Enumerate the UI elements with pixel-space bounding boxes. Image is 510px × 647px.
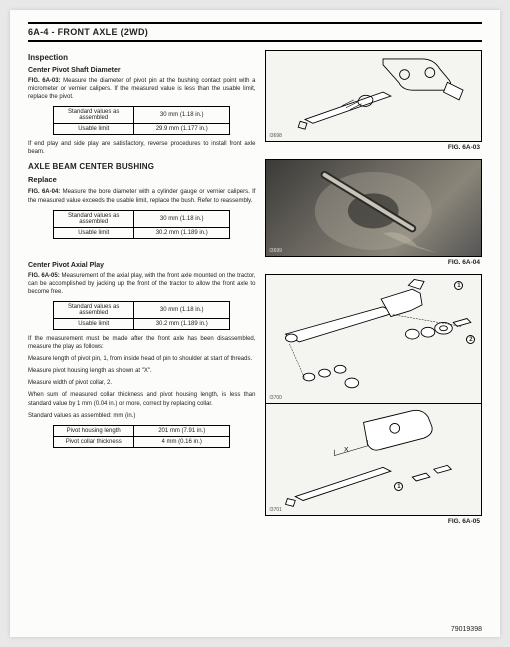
heading-replace: Replace [28,175,255,184]
heading-axial-play: Center Pivot Axial Play [28,262,255,269]
paragraph-measure2: Measure pivot housing length as shown at… [28,367,255,375]
heading-center-pivot-shaft: Center Pivot Shaft Diameter [28,67,255,74]
figure-6a04-svg [266,160,481,256]
table-cell: 30 mm (1.18 in.) [134,210,230,227]
paragraph-stdvals: Standard values as assembled: mm (in.) [28,412,255,420]
paragraph-endplay: If end play and side play are satisfacto… [28,140,255,156]
table-cell: 30 mm (1.18 in.) [134,301,230,318]
table-cell: Usable limit [54,227,134,238]
paragraph-6a04: FIG. 6A-04: Measure the bore diameter wi… [28,188,255,204]
paragraph-6a03: FIG. 6A-03: Measure the diameter of pivo… [28,77,255,101]
paragraph-measure3: Measure width of pivot collar, 2. [28,379,255,387]
heading-axle-beam: AXLE BEAM CENTER BUSHING [28,162,255,171]
table-row: Standard values as assembled 30 mm (1.18… [54,107,230,124]
text-6a04: Measure the bore diameter with a cylinde… [28,189,255,203]
figure-id: I3698 [269,133,282,139]
table-cell: Standard values as assembled [54,210,134,227]
text-6a05: Measurement of the axial play, with the … [28,273,255,295]
text-6a03: Measure the diameter of pivot pin at the… [28,78,255,100]
figure-6a03-svg [266,51,481,141]
fig-ref-6a03: FIG. 6A-03: [28,78,61,84]
fig-ref-6a05: FIG. 6A-05: [28,273,60,279]
page-header-title: 6A-4 - FRONT AXLE (2WD) [28,27,482,37]
figure-6a03: I3698 [265,50,482,142]
paragraph-measure1: Measure length of pivot pin, 1, from ins… [28,355,255,363]
table-cell: Standard values as assembled [54,107,134,124]
right-column: I3698 FIG. 6A-03 I3699 FIG. 6A-04 [265,50,482,533]
figure-6a04: I3699 [265,159,482,257]
page-number: 79019398 [451,626,482,633]
table-4: Pivot housing length 201 mm (7.91 in.) P… [53,425,230,448]
figure-id: I3700 [269,395,282,401]
two-column-layout: Inspection Center Pivot Shaft Diameter F… [28,50,482,533]
paragraph-6a05: FIG. 6A-05: Measurement of the axial pla… [28,272,255,296]
heading-inspection: Inspection [28,53,255,62]
page-header: 6A-4 - FRONT AXLE (2WD) [28,22,482,42]
table-row: Usable limit 30.2 mm (1.189 in.) [54,318,230,329]
table-2: Standard values as assembled 30 mm (1.18… [53,210,230,239]
table-cell: 30.2 mm (1.189 in.) [134,227,230,238]
table-1: Standard values as assembled 30 mm (1.18… [53,106,230,135]
figure-id: I3699 [269,248,282,254]
figure-6a05-lower-svg: X [266,404,481,515]
paragraph-ifmeasure: If the measurement must be made after th… [28,335,255,351]
table-row: Pivot collar thickness 4 mm (0.16 in.) [54,436,230,447]
figure-6a05-lower: X 1 I3701 [265,404,482,516]
paragraph-sum: When sum of measured collar thickness an… [28,391,255,407]
table-cell: 29.9 mm (1.177 in.) [134,124,230,135]
table-3: Standard values as assembled 30 mm (1.18… [53,301,230,330]
table-row: Usable limit 30.2 mm (1.189 in.) [54,227,230,238]
table-cell: Standard values as assembled [54,301,134,318]
figure-caption-6a03: FIG. 6A-03 [265,144,480,151]
table-cell: 30 mm (1.18 in.) [134,107,230,124]
fig-ref-6a04: FIG. 6A-04: [28,189,60,195]
table-cell: Usable limit [54,124,134,135]
table-cell: Usable limit [54,318,134,329]
service-manual-page: 6A-4 - FRONT AXLE (2WD) Inspection Cente… [10,10,500,637]
table-cell: Pivot housing length [54,425,134,436]
table-cell: 201 mm (7.91 in.) [134,425,230,436]
figure-id: I3701 [269,507,282,513]
figure-caption-6a05: FIG. 6A-05 [265,518,480,525]
figure-caption-6a04: FIG. 6A-04 [265,259,480,266]
table-cell: 4 mm (0.16 in.) [134,436,230,447]
figure-6a05-upper-svg [266,275,481,403]
table-row: Usable limit 29.9 mm (1.177 in.) [54,124,230,135]
table-row: Standard values as assembled 30 mm (1.18… [54,301,230,318]
figure-6a05-upper: 1 2 I3700 [265,274,482,404]
table-cell: 30.2 mm (1.189 in.) [134,318,230,329]
table-cell: Pivot collar thickness [54,436,134,447]
table-row: Standard values as assembled 30 mm (1.18… [54,210,230,227]
left-column: Inspection Center Pivot Shaft Diameter F… [28,50,255,533]
table-row: Pivot housing length 201 mm (7.91 in.) [54,425,230,436]
